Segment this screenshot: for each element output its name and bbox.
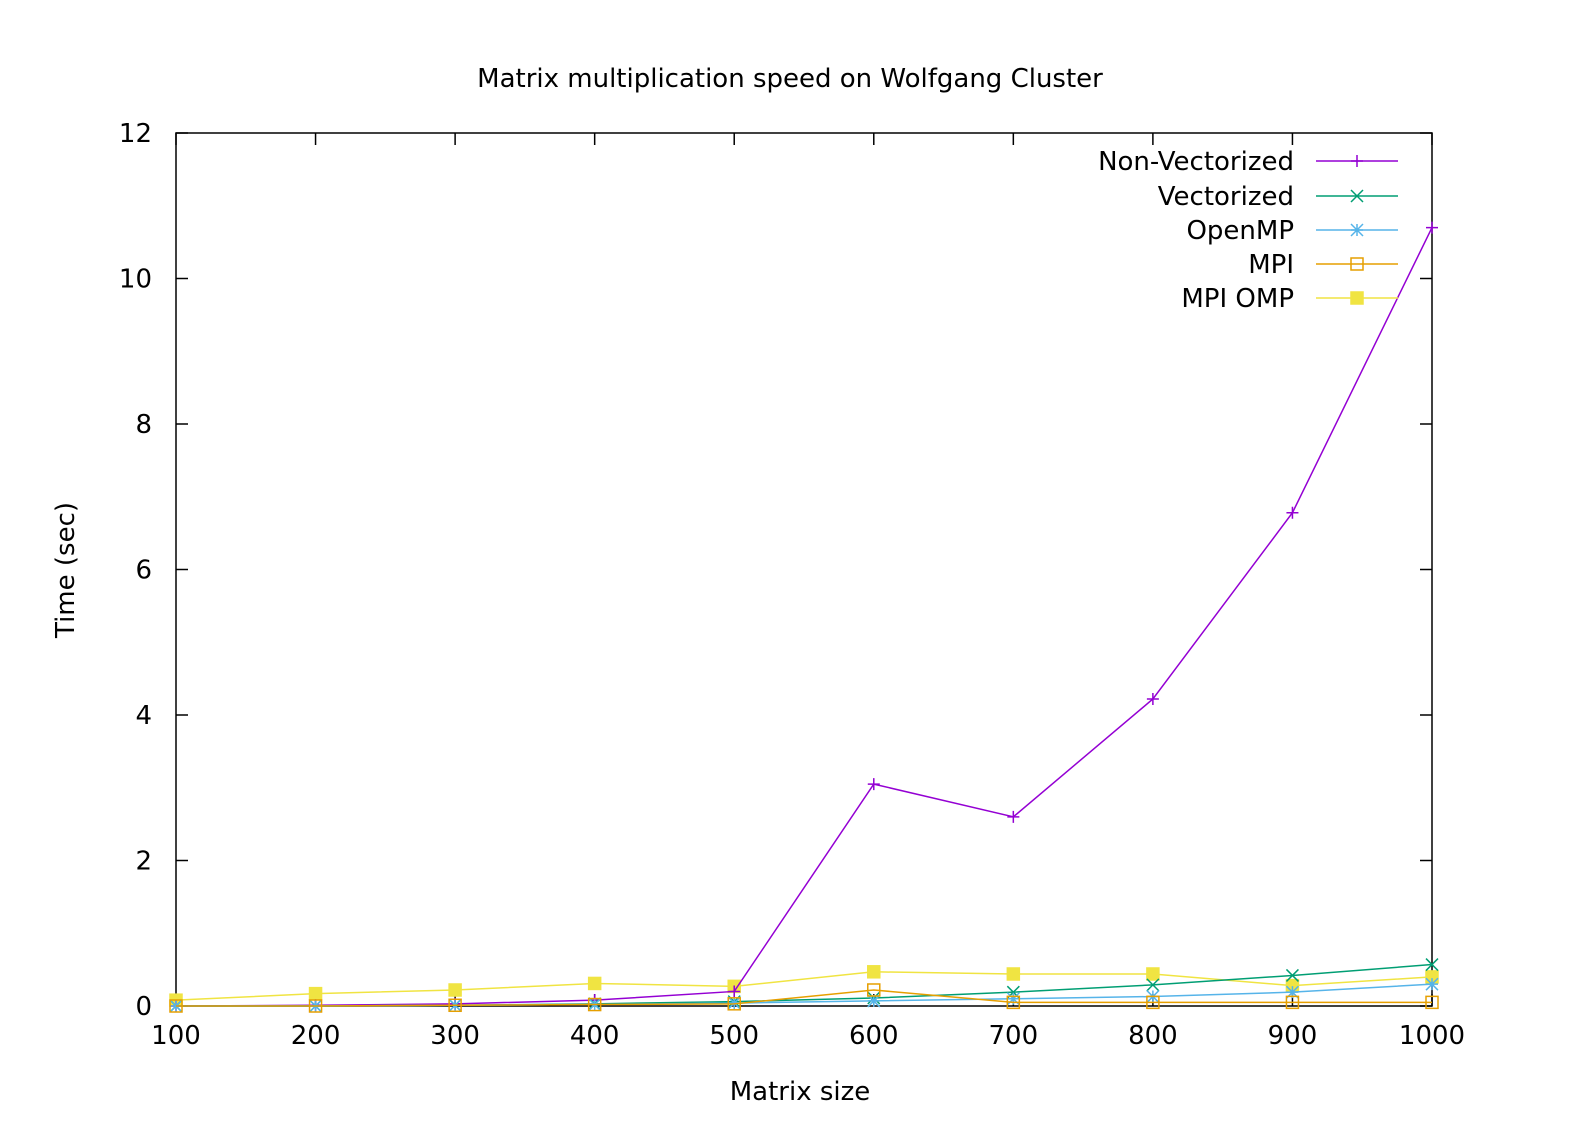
x-tick-label: 600 <box>849 1021 899 1051</box>
x-axis: 100 200 300 400 500 600 700 800 900 1000 <box>151 133 1465 1051</box>
series-line <box>176 963 1433 1007</box>
data-point <box>1350 291 1364 305</box>
data-point <box>587 976 602 991</box>
data-point <box>587 997 602 1012</box>
series-layer <box>169 221 1439 1013</box>
data-point <box>1006 995 1021 1010</box>
x-tick-label: 200 <box>291 1021 341 1051</box>
data-point <box>1285 995 1300 1010</box>
x-tick-label: 700 <box>989 1021 1039 1051</box>
y-tick-label: 8 <box>135 410 152 440</box>
data-point <box>867 965 881 979</box>
x-tick-label: 400 <box>570 1021 620 1051</box>
data-point <box>1006 967 1021 981</box>
data-point <box>1350 223 1364 237</box>
data-point <box>1146 692 1159 705</box>
data-point <box>867 778 880 791</box>
y-axis: 0 2 4 6 8 10 12 <box>119 119 1432 1022</box>
data-point <box>1285 985 1299 999</box>
data-point <box>728 985 741 998</box>
series-line <box>176 989 1432 1007</box>
chart-title: Matrix multiplication speed on Wolfgang … <box>477 64 1103 94</box>
data-point <box>1350 257 1364 271</box>
x-tick-label: 800 <box>1128 1021 1178 1051</box>
legend-label: Non-Vectorized <box>1098 147 1294 177</box>
data-point <box>448 983 462 997</box>
x-tick-label: 1000 <box>1399 1021 1465 1051</box>
y-tick-label: 2 <box>135 847 152 877</box>
series-non-vectorized <box>170 221 1438 1012</box>
series-vectorized <box>169 958 1439 1013</box>
x-axis-label: Matrix size <box>730 1077 871 1107</box>
data-point <box>1425 958 1439 972</box>
data-point <box>867 983 881 997</box>
data-point <box>1146 978 1160 992</box>
legend-label: MPI <box>1248 250 1294 280</box>
data-point <box>308 999 323 1013</box>
data-point <box>1007 810 1020 823</box>
x-tick-label: 900 <box>1268 1021 1318 1051</box>
data-point <box>1006 992 1020 1006</box>
data-point <box>169 999 183 1013</box>
y-tick-label: 6 <box>135 556 152 586</box>
data-point <box>1426 221 1438 234</box>
legend-label: MPI OMP <box>1181 284 1294 314</box>
series-line <box>175 971 1433 1001</box>
y-tick-label: 4 <box>135 701 152 731</box>
legend: Non-Vectorized Vectorized OpenMP MPI MPI OMP <box>1098 147 1398 314</box>
series-line <box>175 227 1433 1007</box>
data-point <box>308 986 323 1001</box>
data-point <box>1350 189 1364 203</box>
data-point <box>1146 995 1160 1010</box>
data-point <box>1285 968 1299 982</box>
data-point <box>1146 967 1160 981</box>
x-tick-label: 300 <box>430 1021 480 1051</box>
data-point <box>1286 506 1299 519</box>
data-point <box>1425 995 1439 1010</box>
data-point <box>727 997 741 1011</box>
series-openmp <box>169 977 1439 1013</box>
legend-label: Vectorized <box>1158 182 1294 212</box>
plot-frame <box>175 132 1433 1007</box>
x-tick-label: 100 <box>151 1021 201 1051</box>
y-axis-label: Time (sec) <box>51 502 81 639</box>
y-tick-label: 12 <box>119 119 152 149</box>
series-mpi <box>169 983 1439 1013</box>
y-tick-label: 0 <box>135 992 152 1022</box>
data-point <box>867 994 881 1008</box>
x-tick-label: 500 <box>709 1021 759 1051</box>
data-point <box>1425 977 1439 991</box>
data-point <box>1351 155 1363 167</box>
y-tick-label: 10 <box>119 265 152 295</box>
legend-label: OpenMP <box>1186 216 1294 246</box>
data-point <box>448 998 462 1013</box>
